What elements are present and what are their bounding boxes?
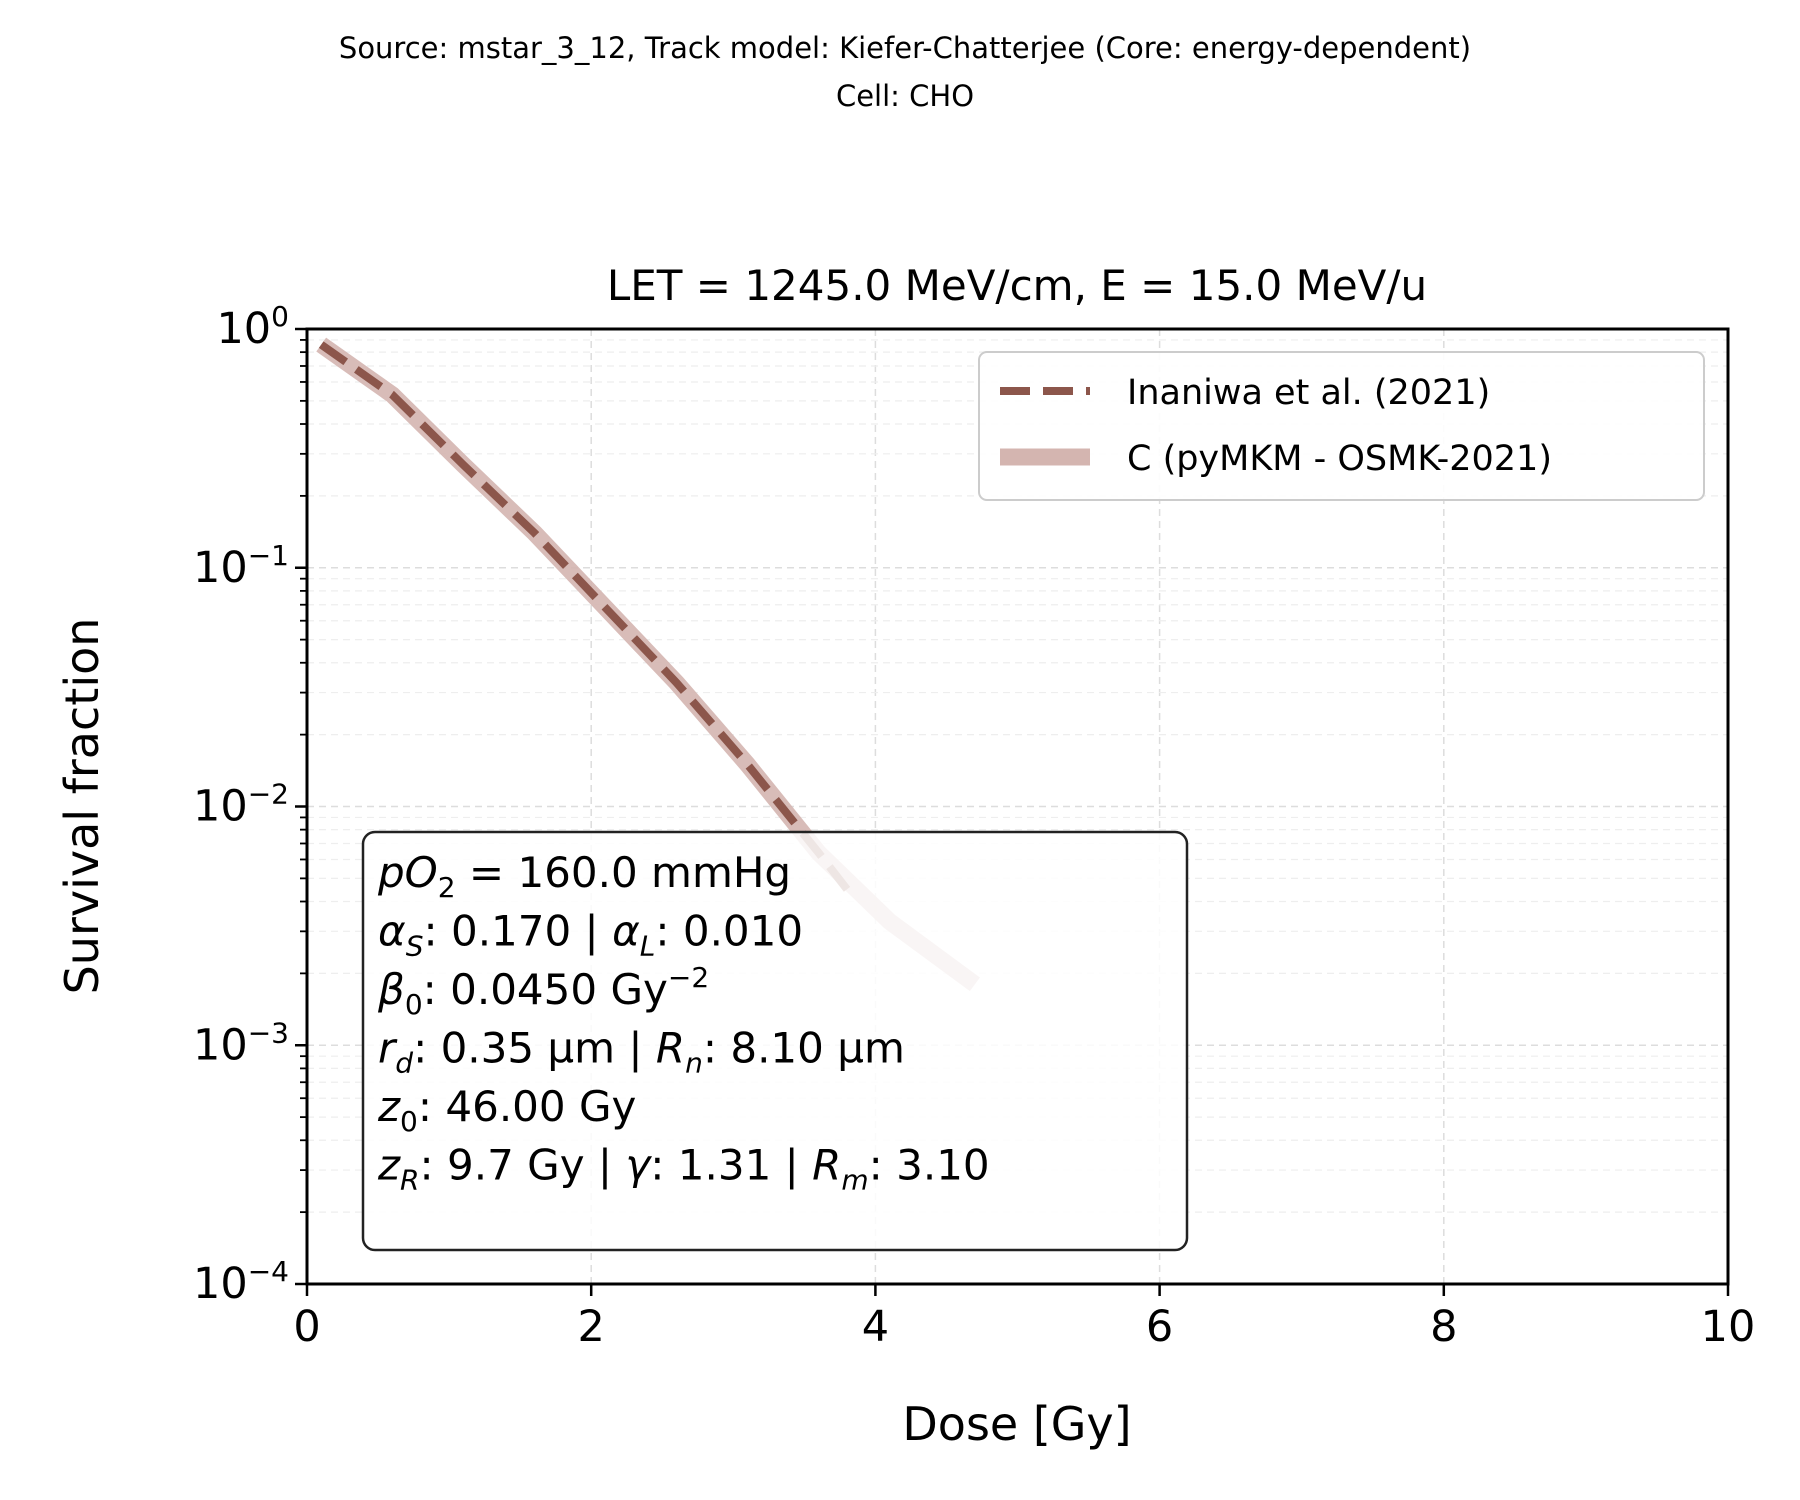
parameter-line: β0: 0.0450 Gy−2 [377,961,709,1021]
x-tick-label: 2 [578,1302,605,1352]
legend-label-pymkm: C (pyMKM - OSMK-2021) [1127,439,1552,479]
x-tick-label: 8 [1430,1302,1457,1352]
suptitle-line-2: Cell: CHO [836,79,974,113]
legend-label-inaniwa: Inaniwa et al. (2021) [1127,373,1490,413]
legend-box [978,351,1705,501]
x-axis-label: Dose [Gy] [902,1397,1131,1451]
suptitle-line-1: Source: mstar_3_12, Track model: Kiefer-… [339,31,1471,65]
x-tick-label: 0 [293,1302,320,1352]
parameter-line: αS: 0.170 | αL: 0.010 [378,907,803,963]
y-tick-label: 10−2 [193,778,289,832]
chart-title: LET = 1245.0 MeV/cm, E = 15.0 MeV/u [607,261,1427,310]
parameter-box-frame [361,830,1189,1252]
x-tick-label: 6 [1146,1302,1173,1352]
y-tick-label: 10−1 [193,539,289,593]
parameter-line: rd: 0.35 µm | Rn: 8.10 µm [378,1024,905,1080]
y-axis-label: Survival fraction [55,618,109,995]
x-tick-label: 4 [862,1302,889,1352]
suptitle: Source: mstar_3_12, Track model: Kiefer-… [339,31,1471,113]
parameter-line: z0: 46.00 Gy [377,1082,636,1138]
axis-ticks: 0 2 4 6 8 10 100 10−1 10−2 10−3 10−4 [193,300,1755,1352]
legend: Inaniwa et al. (2021) C (pyMKM - OSMK-20… [978,351,1705,501]
y-tick-label: 100 [216,300,289,354]
y-tick-label: 10−4 [193,1255,289,1309]
series-line-inaniwa [318,341,851,892]
parameter-line: zR: 9.7 Gy | γ: 1.31 | Rm: 3.10 [377,1141,990,1197]
y-tick-label: 10−3 [193,1016,289,1070]
parameter-line: pO2 = 160.0 mmHg [377,848,791,904]
x-tick-label: 10 [1701,1302,1756,1352]
